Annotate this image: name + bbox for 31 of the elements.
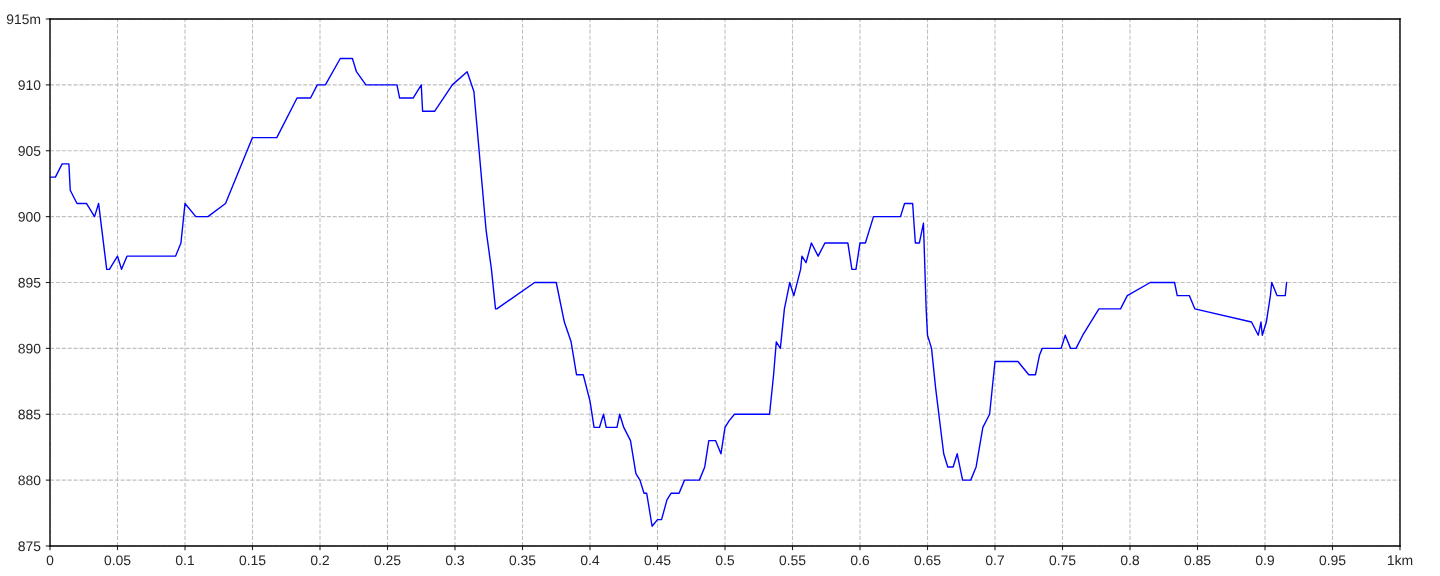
x-tick-label: 0.15 — [239, 555, 266, 566]
y-tick-label: 890 — [18, 343, 41, 354]
x-tick-label: 0.85 — [1184, 555, 1211, 566]
y-tick-label: 895 — [18, 277, 41, 288]
line-series — [50, 57, 1288, 527]
x-tick-label: 0.8 — [1120, 555, 1140, 566]
x-tick-label: 0.05 — [104, 555, 131, 566]
x-tick-label: 1km — [1387, 555, 1413, 566]
y-tick-label: 875 — [18, 541, 41, 552]
y-tick-label: 885 — [18, 409, 41, 420]
x-tick-label: 0.65 — [914, 555, 941, 566]
x-tick-label: 0.45 — [644, 555, 671, 566]
x-tick-label: 0.9 — [1255, 555, 1274, 566]
x-tick-label: 0.25 — [374, 555, 401, 566]
y-tick-label: 910 — [18, 80, 41, 91]
x-tick-label: 0.35 — [509, 555, 536, 566]
x-tick-label: 0.2 — [310, 555, 329, 566]
x-tick-label: 0.55 — [779, 555, 806, 566]
x-tick-label: 0 — [46, 555, 54, 566]
x-tick-label: 0.4 — [580, 555, 600, 566]
y-tick-label: 905 — [18, 146, 41, 156]
y-tick-label: 915m — [6, 14, 41, 25]
x-tick-label: 0.1 — [175, 555, 194, 566]
y-tick-label: 880 — [18, 475, 41, 486]
x-tick-label: 0.95 — [1319, 555, 1346, 566]
x-tick-label: 0.7 — [985, 555, 1004, 566]
y-tick-label: 900 — [18, 211, 41, 222]
x-tick-label: 0.75 — [1049, 555, 1076, 566]
x-tick-label: 0.6 — [850, 555, 870, 566]
x-tick-label: 0.5 — [715, 555, 735, 566]
x-tick-label: 0.3 — [445, 555, 465, 566]
